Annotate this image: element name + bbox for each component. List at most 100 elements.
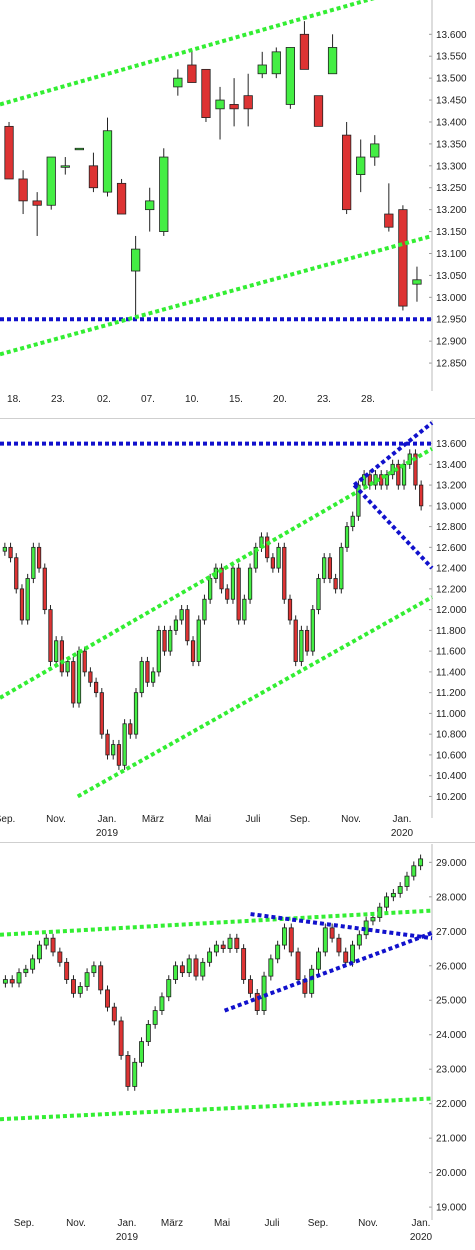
candle-up: [65, 661, 70, 673]
y-tick-label: 10.400: [436, 771, 467, 782]
y-tick-label: 13.450: [436, 96, 467, 107]
candle-up: [247, 567, 253, 600]
y-tick-label: 13.150: [436, 227, 467, 238]
x-tick-label: März: [142, 814, 164, 825]
x-tick-label: Jan.: [412, 1218, 431, 1229]
candle-up: [16, 972, 22, 984]
candle-up: [132, 1061, 138, 1087]
candle-up: [327, 47, 338, 75]
candle-up: [227, 937, 233, 949]
candle-down: [282, 546, 287, 600]
candle-down: [57, 951, 63, 963]
candle-up: [404, 875, 410, 887]
candle-up: [36, 944, 42, 960]
candle-down: [219, 567, 224, 590]
candle-up: [60, 165, 70, 168]
y-tick-label: 12.000: [436, 605, 467, 616]
y-tick-label: 13.050: [436, 271, 467, 282]
candle-down: [145, 661, 150, 683]
candle-up: [77, 986, 83, 994]
candle-down: [118, 1020, 124, 1056]
x-tick-label: Nov.: [66, 1218, 86, 1229]
candle-down: [367, 474, 372, 486]
candle-up: [275, 944, 281, 960]
candle-down: [48, 609, 53, 662]
candle-up: [139, 1041, 144, 1063]
candle-up: [186, 958, 192, 974]
y-tick-label: 13.200: [436, 205, 467, 216]
candle-down: [125, 1055, 131, 1087]
candle-up: [139, 661, 144, 694]
x-tick-label: 18.: [7, 394, 21, 405]
candle-up: [213, 944, 219, 953]
x-tick-label: Sep.: [0, 814, 15, 825]
y-tick-label: 13.100: [436, 249, 467, 260]
x-tick-label: Jan.: [98, 814, 117, 825]
candle-up: [159, 996, 165, 1011]
y-tick-label: 21.000: [436, 1134, 467, 1145]
candle-up: [339, 546, 344, 590]
x-tick-label: 23.: [51, 394, 65, 405]
candle-up: [309, 968, 315, 994]
candle-down: [236, 567, 241, 621]
candle-down: [116, 182, 127, 215]
candle-down: [128, 723, 133, 735]
candle-up: [145, 200, 155, 211]
candle-up: [418, 858, 424, 867]
y-tick-label: 13.250: [436, 183, 467, 194]
candle-down: [71, 979, 76, 994]
x-tick-label: Jan.: [393, 814, 412, 825]
candle-up: [76, 650, 82, 704]
candle-up: [168, 629, 173, 652]
candle-down: [287, 598, 293, 621]
y-tick-label: 12.950: [436, 315, 467, 326]
candle-down: [190, 640, 196, 662]
y-tick-label: 10.800: [436, 730, 467, 741]
candle-up: [215, 99, 225, 110]
candle-down: [8, 546, 13, 559]
green-trend-line: [0, 0, 375, 107]
y-tick-label: 13.200: [436, 481, 467, 492]
y-tick-label: 13.500: [436, 74, 467, 85]
candle-down: [18, 178, 28, 202]
y-tick-label: 13.300: [436, 161, 467, 172]
candle-down: [270, 557, 275, 569]
candle-down: [4, 125, 14, 180]
blue-trend-line: [250, 912, 433, 941]
candle-down: [105, 989, 110, 1008]
y-tick-label: 11.600: [436, 647, 466, 658]
candle-up: [173, 77, 183, 88]
candle-up: [350, 515, 355, 527]
candle-down: [82, 650, 87, 673]
candle-down: [225, 588, 230, 600]
candle-up: [46, 156, 56, 206]
candle-up: [384, 474, 390, 486]
year-label: 2019: [96, 828, 119, 839]
green-trend-line: [0, 234, 433, 357]
candle-down: [398, 209, 408, 307]
green-trend-line: [0, 1096, 433, 1122]
candle-up: [30, 958, 36, 970]
candle-down: [98, 965, 104, 991]
green-trend-line: [0, 908, 433, 937]
candle-down: [299, 33, 310, 70]
y-tick-label: 13.350: [436, 139, 467, 150]
x-tick-label: 02.: [97, 394, 111, 405]
y-tick-label: 12.800: [436, 522, 467, 533]
x-tick-label: Nov.: [341, 814, 361, 825]
candle-up: [356, 484, 361, 517]
x-tick-label: Mai: [195, 814, 211, 825]
candle-up: [102, 130, 113, 193]
candle-up: [407, 453, 412, 465]
candle-down: [293, 619, 298, 662]
candle-down: [9, 979, 15, 984]
y-tick-label: 13.600: [436, 439, 467, 450]
candle-down: [187, 64, 197, 83]
candle-up: [91, 965, 97, 974]
candle-down: [396, 463, 401, 486]
chart-separator-2: [0, 842, 475, 843]
candle-down: [342, 134, 352, 211]
candle-down: [116, 744, 122, 766]
candle-down: [247, 979, 253, 994]
x-tick-label: Nov.: [358, 1218, 378, 1229]
